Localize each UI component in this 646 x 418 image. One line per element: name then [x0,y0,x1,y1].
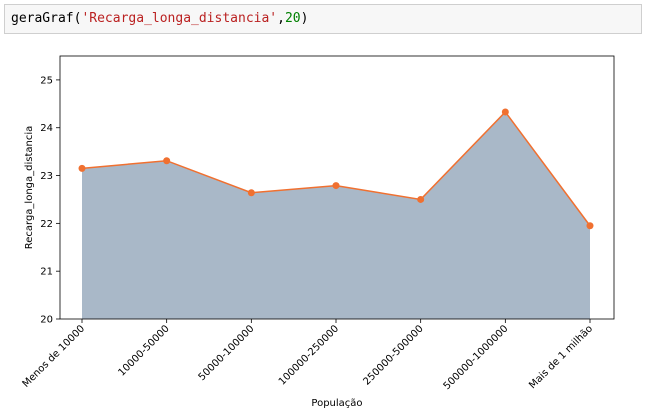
number-argument: 20 [284,11,301,26]
data-point [332,182,340,190]
data-point [417,195,425,203]
y-tick-label: 25 [40,75,53,86]
plot-frame [59,55,615,320]
x-tick-label: 10000-50000 [116,323,171,378]
chart-output: 20 21 22 23 24 25 Menos de 10000 10000-50000 500… [0,40,646,418]
area-fill [82,111,590,320]
y-tick-label: 20 [40,315,53,326]
data-point [586,222,594,230]
x-tick-label: 50000-100000 [197,323,257,383]
close-paren: ) [300,11,309,26]
data-point [247,189,255,197]
code-line[interactable]: geraGraf('Recarga_longa_distancia',20) [11,11,308,27]
area-chart: 20 21 22 23 24 25 Menos de 10000 10000-50000 500… [21,55,615,409]
y-axis-label: Recarga_longa_distancia [24,126,35,250]
x-tick-label: Menos de 10000 [21,323,88,390]
x-tick-label: 100000-250000 [277,323,341,387]
code-cell[interactable]: geraGraf('Recarga_longa_distancia',20) [4,4,642,34]
y-tick-label: 21 [40,267,53,278]
y-tick-label: 24 [40,123,53,134]
string-argument: 'Recarga_longa_distancia' [81,11,278,26]
x-tick-label: 500000-1000000 [442,323,511,392]
data-point [163,157,171,165]
x-tick-label: Mais de 1 milhão [527,323,595,391]
x-tick-label: 250000-500000 [361,323,425,387]
y-tick-label: 23 [40,171,53,182]
data-point [501,108,509,116]
comma: , [277,11,285,26]
data-point [78,164,86,172]
open-paren: ( [73,11,82,26]
x-axis-label: População [311,398,362,409]
y-tick-label: 22 [40,219,53,230]
function-name: geraGraf [11,11,74,26]
